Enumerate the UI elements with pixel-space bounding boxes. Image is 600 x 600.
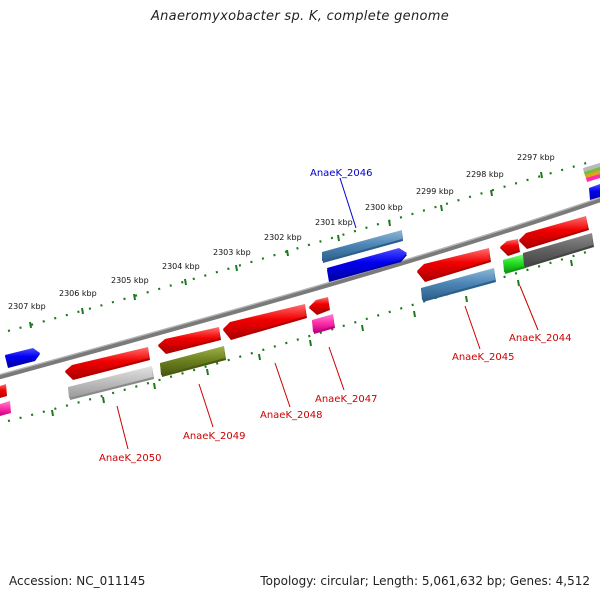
kbp-label-2299: 2299 kbp xyxy=(416,187,454,196)
kbp-label-2298: 2298 kbp xyxy=(466,170,504,179)
kbp-label-2300: 2300 kbp xyxy=(365,203,403,212)
kbp-label-2307: 2307 kbp xyxy=(8,302,46,311)
accession-label: Accession: NC_011145 xyxy=(9,574,146,588)
gene-feature-edge-stack[interactable] xyxy=(583,163,600,200)
gene-label-anaek-2049[interactable]: AnaeK_2049 xyxy=(183,431,245,442)
label-leader-lines xyxy=(116,177,539,450)
kbp-label-2301: 2301 kbp xyxy=(315,218,353,227)
genome-backbone xyxy=(0,197,600,380)
gene-label-anaek-2046[interactable]: AnaeK_2046 xyxy=(310,168,372,179)
kbp-label-2303: 2303 kbp xyxy=(213,248,251,257)
genome-backbone-highlight xyxy=(0,197,600,376)
kbp-label-2297: 2297 kbp xyxy=(517,153,555,162)
gene-feature-forward-left[interactable] xyxy=(5,348,40,368)
kbp-label-2305: 2305 kbp xyxy=(111,276,149,285)
gene-feature-anaek-2048[interactable] xyxy=(223,304,307,340)
gene-label-anaek-2048[interactable]: AnaeK_2048 xyxy=(260,410,322,421)
map-title: Anaeromyxobacter sp. K, complete genome xyxy=(150,9,450,24)
kbp-label-2304: 2304 kbp xyxy=(162,262,200,271)
upper-major-ticks xyxy=(29,171,543,329)
topology-label: Topology: circular; Length: 5,061,632 bp… xyxy=(260,574,590,588)
gene-feature-anaek-2050[interactable] xyxy=(65,347,154,400)
lower-tick-track xyxy=(7,249,591,423)
kbp-label-2302: 2302 kbp xyxy=(264,233,302,242)
upper-tick-track xyxy=(7,160,591,333)
gene-feature-reverse-left-edge[interactable] xyxy=(0,384,11,416)
lower-major-ticks xyxy=(51,259,573,417)
gene-feature-anaek-2045[interactable] xyxy=(417,248,496,302)
gene-feature-anaek-2046[interactable] xyxy=(322,230,403,263)
gene-label-anaek-2047[interactable]: AnaeK_2047 xyxy=(315,394,377,405)
gene-label-anaek-2044[interactable]: AnaeK_2044 xyxy=(509,333,571,344)
gene-label-anaek-2045[interactable]: AnaeK_2045 xyxy=(452,352,514,363)
gene-label-anaek-2050[interactable]: AnaeK_2050 xyxy=(99,453,161,464)
gene-feature-forward-2046b[interactable] xyxy=(327,248,407,282)
gene-feature-anaek-2047[interactable] xyxy=(309,297,335,334)
gene-feature-anaek-2049[interactable] xyxy=(158,327,226,377)
kbp-label-2306: 2306 kbp xyxy=(59,289,97,298)
gene-feature-anaek-2044[interactable] xyxy=(500,216,594,274)
